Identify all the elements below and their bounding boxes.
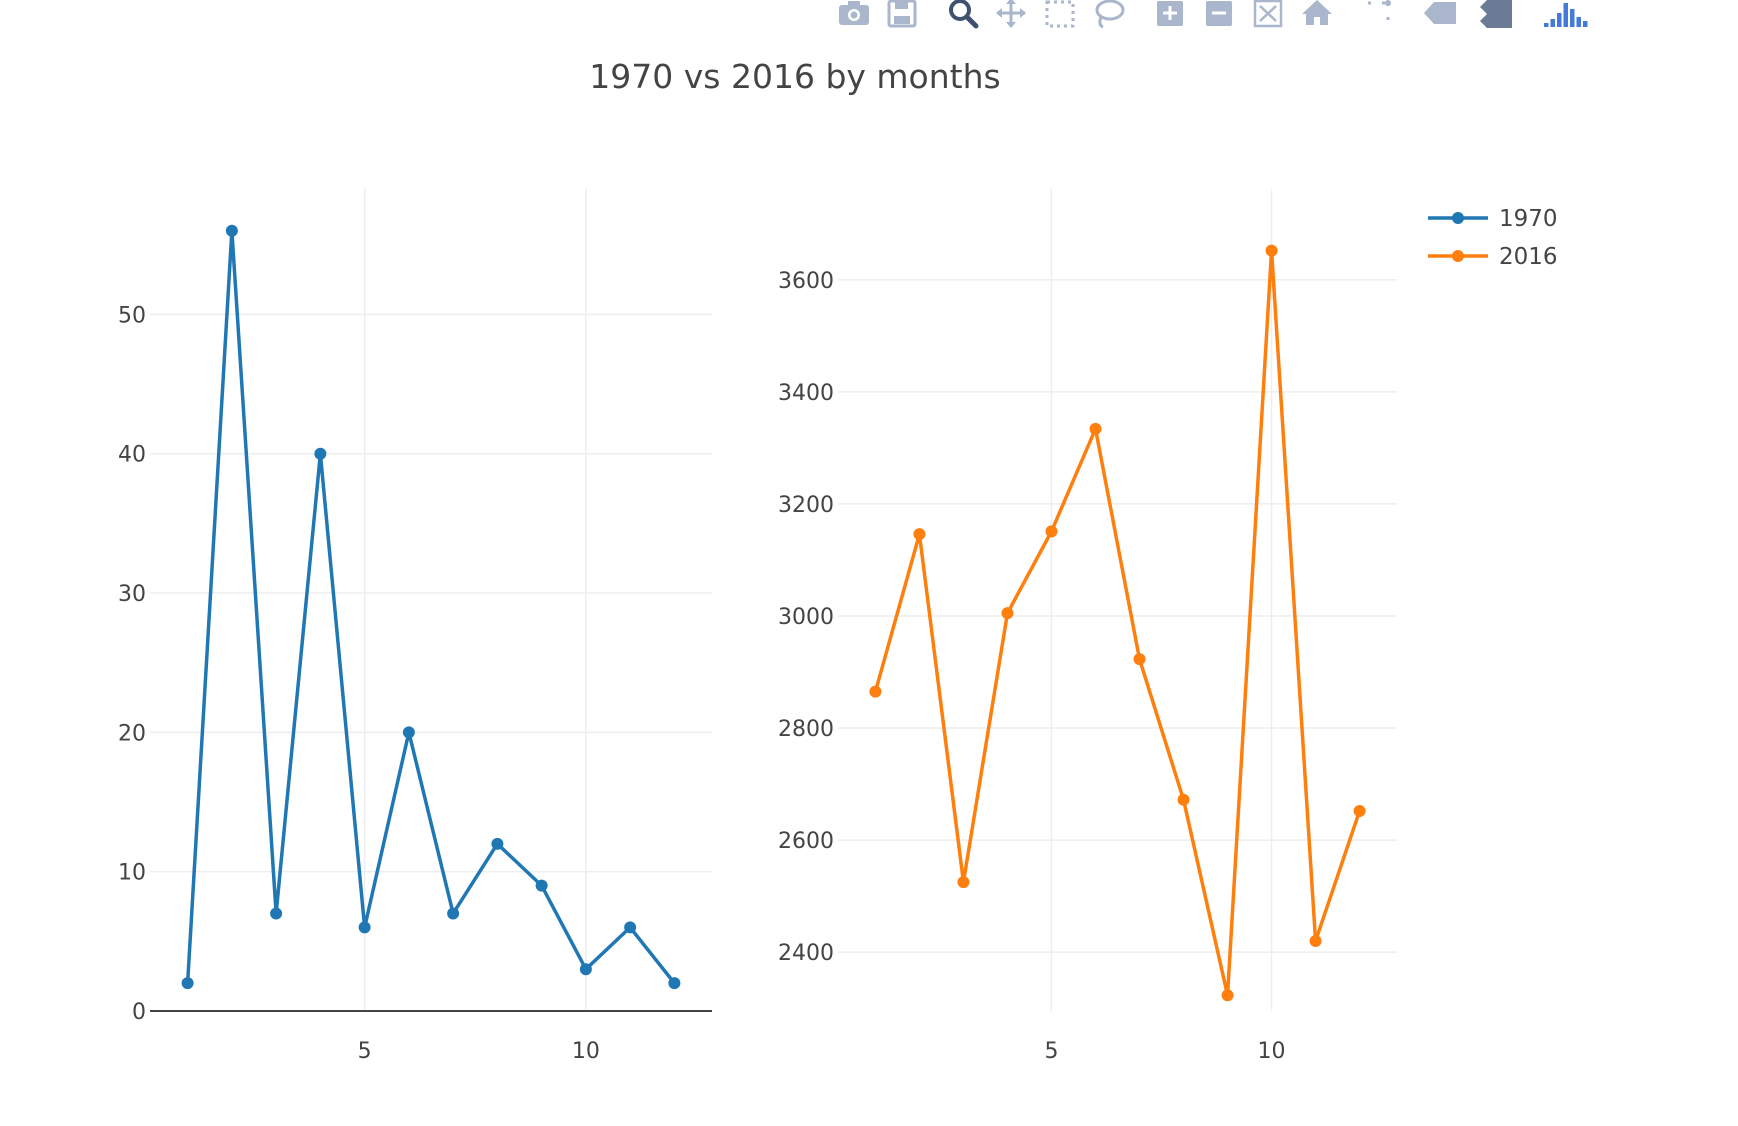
data-point[interactable] — [957, 876, 970, 889]
x-tick-label: 5 — [1044, 1039, 1058, 1064]
data-point[interactable] — [1309, 934, 1322, 947]
y-axis-1970: 0 10 20 30 40 50 — [118, 303, 146, 1025]
y-tick-label: 30 — [118, 582, 146, 607]
x-axis-1970: 5 10 — [358, 1039, 600, 1064]
chart-title: 1970 vs 2016 by months — [589, 57, 1000, 96]
data-point[interactable] — [913, 528, 926, 541]
autoscale-icon[interactable] — [1253, 0, 1283, 28]
series-2016[interactable] — [869, 244, 1366, 1002]
series-1970[interactable] — [181, 224, 681, 990]
y-tick-label: 3400 — [778, 381, 834, 406]
series-line-2016[interactable] — [873, 248, 1362, 998]
y-tick-label: 40 — [118, 443, 146, 468]
y-tick-label: 3000 — [778, 605, 834, 630]
data-point[interactable] — [579, 963, 592, 976]
data-point[interactable] — [1001, 607, 1014, 620]
camera-icon[interactable] — [839, 1, 869, 25]
home-icon[interactable] — [1302, 0, 1332, 25]
y-tick-label: 20 — [118, 721, 146, 746]
legend-swatch-marker — [1452, 212, 1464, 224]
data-point[interactable] — [1045, 525, 1058, 538]
x-tick-label: 5 — [358, 1039, 372, 1064]
zoom-icon[interactable] — [949, 0, 979, 29]
plotly-logo-icon[interactable] — [1544, 3, 1588, 27]
x-tick-label: 10 — [572, 1039, 600, 1064]
series-line-1970[interactable] — [185, 229, 676, 985]
data-point[interactable] — [668, 977, 681, 990]
data-point[interactable] — [447, 907, 460, 920]
zoom-out-icon[interactable] — [1206, 1, 1232, 26]
save-icon[interactable] — [887, 0, 917, 28]
data-point[interactable] — [181, 977, 194, 990]
y-axis-2016: 2400 2600 2800 3000 3200 3400 3600 — [778, 269, 834, 966]
data-point[interactable] — [358, 921, 371, 934]
data-point[interactable] — [535, 879, 548, 892]
data-point[interactable] — [314, 447, 327, 460]
y-tick-label: 3200 — [778, 493, 834, 518]
x-axis-2016: 5 10 — [1044, 1039, 1285, 1064]
legend-item-2016[interactable]: 2016 — [1428, 244, 1558, 270]
data-point[interactable] — [491, 837, 504, 850]
y-tick-label: 0 — [132, 1000, 146, 1025]
data-point[interactable] — [402, 726, 415, 739]
y-tick-label: 3600 — [778, 269, 834, 294]
hover-compare-icon[interactable] — [1480, 0, 1512, 28]
legend[interactable]: 1970 2016 — [1428, 206, 1558, 270]
subplot-1970[interactable]: 5 10 0 10 20 30 40 50 — [118, 189, 712, 1064]
y-tick-label: 2400 — [778, 941, 834, 966]
lasso-select-icon[interactable] — [1095, 0, 1125, 29]
subplot-2016[interactable]: 5 10 2400 2600 2800 3000 3200 3400 3600 — [778, 189, 1397, 1064]
data-point[interactable] — [1353, 804, 1366, 817]
zoom-in-icon[interactable] — [1157, 1, 1183, 26]
legend-swatch-marker — [1452, 250, 1464, 262]
data-point[interactable] — [270, 907, 283, 920]
hover-closest-icon[interactable] — [1424, 2, 1456, 24]
data-point[interactable] — [1133, 653, 1146, 666]
legend-item-1970[interactable]: 1970 — [1428, 206, 1558, 232]
y-tick-label: 10 — [118, 861, 146, 886]
spike-lines-icon[interactable] — [1368, 0, 1391, 23]
y-tick-label: 2600 — [778, 829, 834, 854]
data-point[interactable] — [1221, 989, 1234, 1002]
pan-icon[interactable] — [996, 0, 1026, 28]
data-point[interactable] — [869, 685, 882, 698]
data-point[interactable] — [1089, 422, 1102, 435]
x-tick-label: 10 — [1258, 1039, 1286, 1064]
legend-label: 1970 — [1499, 206, 1558, 232]
box-select-icon[interactable] — [1045, 0, 1075, 28]
data-point[interactable] — [1177, 793, 1190, 806]
data-point[interactable] — [225, 224, 238, 237]
modebar-toolbar — [839, 0, 1588, 29]
y-tick-label: 2800 — [778, 717, 834, 742]
y-tick-label: 50 — [118, 303, 146, 328]
grid-1970 — [150, 189, 712, 1012]
data-point[interactable] — [624, 921, 637, 934]
data-point[interactable] — [1265, 244, 1278, 257]
legend-label: 2016 — [1499, 244, 1558, 270]
